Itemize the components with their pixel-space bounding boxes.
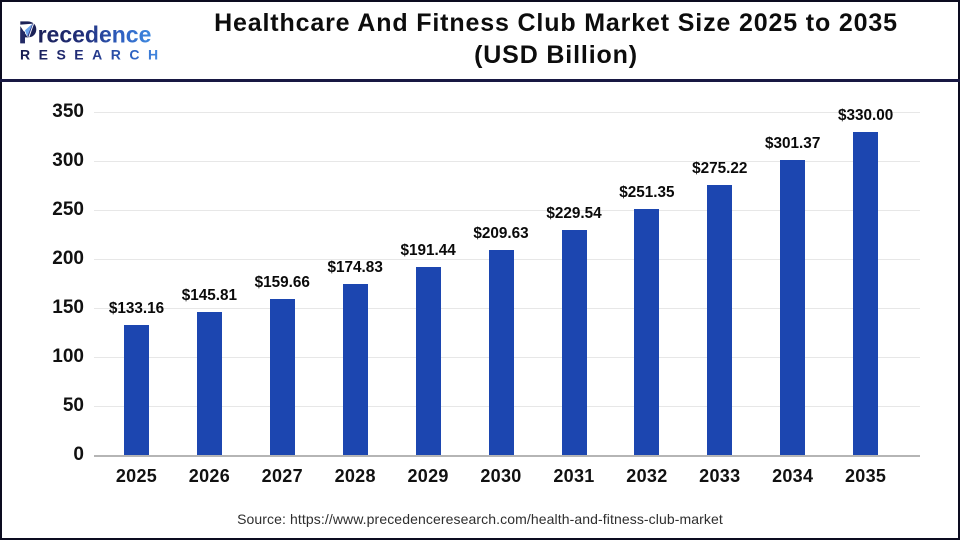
svg-text:RESEARCH: RESEARCH <box>20 47 162 63</box>
svg-text:recedence: recedence <box>38 22 152 48</box>
